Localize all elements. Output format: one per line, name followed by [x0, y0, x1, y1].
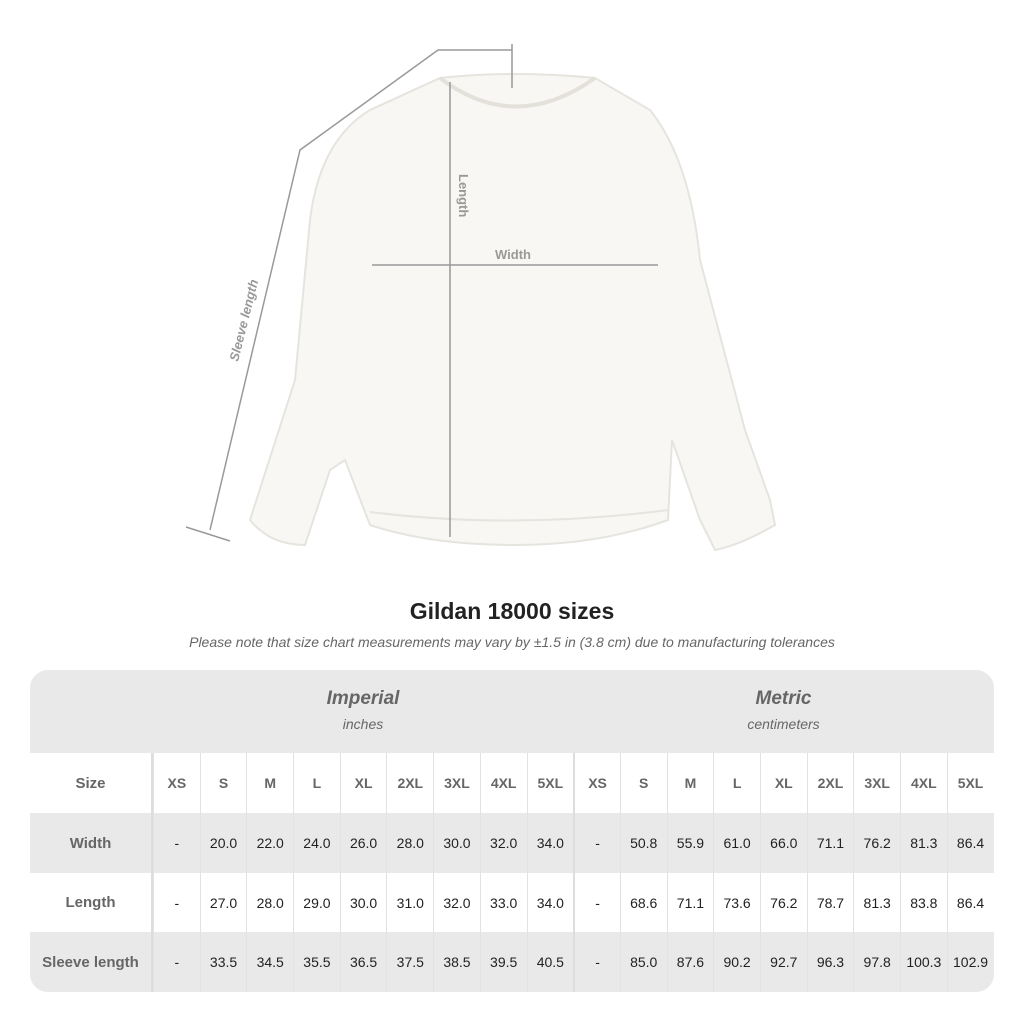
metric-unit: centimeters	[747, 716, 820, 732]
value-cell: 96.3	[806, 932, 854, 992]
table-row: Length -27.0 28.0 29.0 30.0 31.0 32.0 33.0 34.0-…	[30, 873, 994, 932]
sleeve-arrow	[209, 49, 512, 531]
size-header-cell: 5XL	[526, 753, 574, 813]
value-cell: 83.8	[900, 873, 947, 932]
row-label: Width	[30, 813, 153, 873]
value-cell: 34.0	[526, 873, 574, 932]
size-header-cell: XS	[153, 753, 200, 813]
value-cell: 100.3	[900, 932, 947, 992]
value-cell: -	[573, 813, 620, 873]
value-cell: 97.8	[853, 932, 900, 992]
value-cell: 33.5	[199, 932, 247, 992]
size-header-cell: 2XL	[386, 753, 433, 813]
size-header-cell: S	[199, 753, 247, 813]
table-row: Width -20.0 22.0 24.0 26.0 28.0 30.0 32.0 34.0-5…	[30, 813, 994, 873]
value-cell: 35.5	[293, 932, 340, 992]
value-cell: 32.0	[433, 873, 480, 932]
value-cell: 73.6	[713, 873, 760, 932]
value-cell: 30.0	[433, 813, 480, 873]
value-cell: 85.0	[619, 932, 667, 992]
imperial-header: Imperial inches	[153, 670, 573, 753]
size-header-cell: 3XL	[853, 753, 900, 813]
value-cell: 24.0	[293, 813, 340, 873]
table-row: Sleeve length -33.5 34.5 35.5 36.5 37.5 38.5 39…	[30, 932, 994, 992]
value-cell: -	[573, 873, 620, 932]
size-header-cell: 2XL	[806, 753, 854, 813]
size-header-cell: M	[246, 753, 293, 813]
value-cell: 86.4	[946, 873, 994, 932]
value-cell: 76.2	[759, 873, 807, 932]
value-cell: 34.5	[246, 932, 293, 992]
imperial-unit: inches	[342, 716, 384, 732]
value-cell: 55.9	[666, 813, 714, 873]
row-label: Sleeve length	[30, 932, 153, 992]
value-cell: 86.4	[946, 813, 994, 873]
value-cell: 78.7	[806, 873, 854, 932]
value-cell: 33.0	[479, 873, 527, 932]
value-cell: -	[153, 873, 200, 932]
value-cell: 68.6	[619, 873, 667, 932]
value-cell: 27.0	[199, 873, 247, 932]
value-cell: -	[153, 813, 200, 873]
value-cell: 20.0	[199, 813, 247, 873]
size-header-cell: XS	[573, 753, 620, 813]
width-label: Width	[495, 247, 531, 262]
value-cell: 38.5	[433, 932, 480, 992]
size-header-cell: S	[619, 753, 667, 813]
size-header-cell: 4XL	[900, 753, 947, 813]
size-table: Imperial inches Metric centimeters Size X…	[30, 670, 994, 992]
value-cell: 61.0	[713, 813, 760, 873]
value-cell: 29.0	[293, 873, 340, 932]
value-cell: 26.0	[339, 813, 387, 873]
imperial-title: Imperial	[326, 688, 400, 709]
metric-header: Metric centimeters	[573, 670, 994, 753]
value-cell: 81.3	[900, 813, 947, 873]
value-cell: 34.0	[526, 813, 574, 873]
size-header-cell: XL	[759, 753, 807, 813]
value-cell: 92.7	[759, 932, 807, 992]
row-label: Length	[30, 873, 153, 932]
size-header-row: Size XS S M L XL 2XL 3XL 4XL 5XL XS S M L XL 2XL 3XL 4XL 5…	[30, 753, 994, 813]
value-cell: 31.0	[386, 873, 433, 932]
value-cell: 32.0	[479, 813, 527, 873]
value-cell: 76.2	[853, 813, 900, 873]
value-cell: 66.0	[759, 813, 807, 873]
sweatshirt-image	[248, 73, 777, 552]
value-cell: 40.5	[526, 932, 574, 992]
value-cell: 90.2	[713, 932, 760, 992]
size-header-cell: L	[293, 753, 340, 813]
value-cell: 28.0	[386, 813, 433, 873]
value-cell: 22.0	[246, 813, 293, 873]
metric-title: Metric	[755, 688, 812, 709]
value-cell: 37.5	[386, 932, 433, 992]
value-cell: 36.5	[339, 932, 387, 992]
page-title: Gildan 18000 sizes	[409, 598, 615, 624]
value-cell: 81.3	[853, 873, 900, 932]
value-cell: 50.8	[619, 813, 667, 873]
length-label: Length	[456, 174, 471, 217]
size-header-cell: M	[666, 753, 714, 813]
value-cell: 30.0	[339, 873, 387, 932]
sweatshirt-diagram: Length Width Sleeve length	[185, 44, 777, 552]
size-header-cell: L	[713, 753, 760, 813]
value-cell: -	[573, 932, 620, 992]
value-cell: 102.9	[946, 932, 994, 992]
size-header-cell: 3XL	[433, 753, 480, 813]
size-header-cell: XL	[339, 753, 387, 813]
value-cell: 71.1	[806, 813, 854, 873]
size-label: Size	[30, 753, 153, 813]
tolerance-note: Please note that size chart measurements…	[189, 634, 835, 650]
value-cell: -	[153, 932, 200, 992]
size-header-cell: 4XL	[479, 753, 527, 813]
value-cell: 87.6	[666, 932, 714, 992]
value-cell: 71.1	[666, 873, 714, 932]
value-cell: 39.5	[479, 932, 527, 992]
value-cell: 28.0	[246, 873, 293, 932]
sleeve-length-label: Sleeve length	[226, 278, 261, 363]
size-header-cell: 5XL	[946, 753, 994, 813]
